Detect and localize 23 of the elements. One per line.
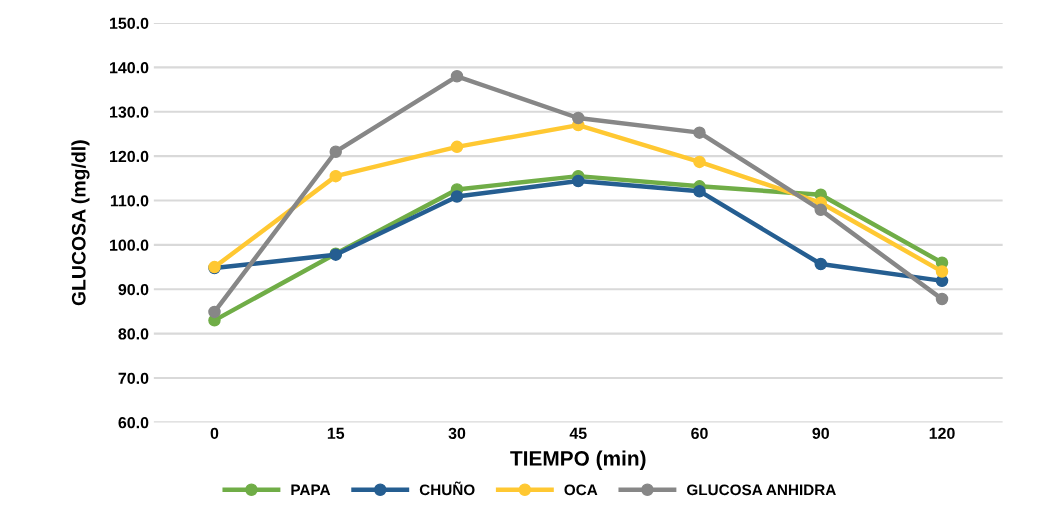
legend-label: GLUCOSA ANHIDRA xyxy=(687,484,836,496)
y-tick-label: 150.0 xyxy=(110,17,149,29)
y-tick-label: 90.0 xyxy=(118,283,149,296)
y-tick-label: 100.0 xyxy=(110,239,149,251)
legend-label: PAPA xyxy=(291,484,331,496)
x-tick-label: 0 xyxy=(210,427,219,439)
x-tick-label: 45 xyxy=(569,427,587,439)
y-tick-label: 80.0 xyxy=(118,328,149,340)
y-tick-label: 120.0 xyxy=(110,150,149,163)
y-tick-label: 110.0 xyxy=(110,195,149,207)
y-axis-title: GLUCOSA (mg/dl) xyxy=(71,140,90,306)
y-tick-label: 130.0 xyxy=(110,106,149,118)
y-tick-label: 140.0 xyxy=(110,62,149,74)
legend-label: OCA xyxy=(564,484,598,496)
y-tick-label: 60.0 xyxy=(118,417,149,429)
x-tick-label: 120 xyxy=(929,427,955,439)
legend-label: CHUÑO xyxy=(419,481,475,496)
y-tick-label: 70.0 xyxy=(118,372,149,384)
x-tick-label: 15 xyxy=(327,427,345,439)
x-axis-title: TIEMPO (min) xyxy=(510,450,646,470)
x-tick-label: 30 xyxy=(448,427,466,440)
x-tick-label: 90 xyxy=(812,427,829,439)
x-tick-label: 60 xyxy=(691,427,708,439)
